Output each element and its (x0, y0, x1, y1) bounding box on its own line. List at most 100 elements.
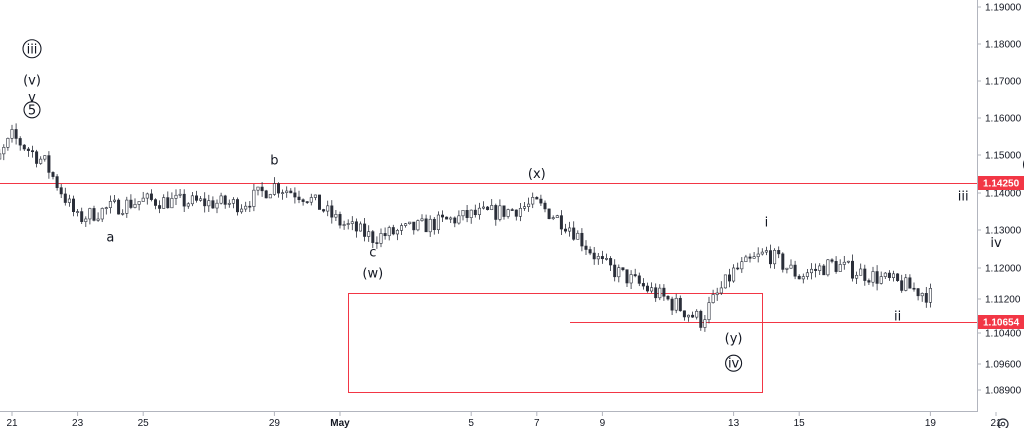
candle (371, 229, 375, 249)
wave-label: (x) (528, 167, 546, 182)
price-tick-label: 1.17000 (985, 77, 1022, 88)
candle (174, 189, 178, 205)
candle (76, 208, 80, 217)
candle (113, 195, 117, 204)
candle (117, 198, 121, 215)
candle (424, 214, 428, 233)
candle (240, 204, 244, 214)
candle (773, 248, 777, 269)
candle (6, 137, 10, 151)
candle (572, 221, 576, 241)
candle (494, 203, 498, 226)
candle (547, 208, 551, 220)
wave-label-text: iv (728, 357, 740, 372)
candle (576, 230, 580, 240)
candle (10, 124, 14, 143)
candle (346, 219, 350, 230)
candle (928, 283, 932, 308)
candle (633, 268, 637, 278)
time-tick-label: 13 (728, 418, 740, 428)
price-tick-label: 1.13000 (985, 226, 1022, 237)
candle (281, 189, 285, 200)
wave-labels: iii(v)v5abc(w)(x)i(y)iviiiiiiv(i)v(ii)(i… (22, 39, 1024, 372)
candle (756, 247, 760, 263)
candle (920, 292, 924, 302)
time-tick-label: 9 (600, 418, 606, 428)
candle (293, 187, 297, 204)
candle (268, 193, 272, 199)
candle (473, 204, 477, 218)
wave-label-text: ii (894, 309, 901, 324)
zone-box[interactable] (348, 293, 763, 393)
candle (719, 281, 723, 295)
candle (39, 156, 43, 165)
candle (276, 182, 280, 198)
candle (818, 263, 822, 275)
candle (814, 263, 818, 278)
candle (182, 189, 186, 213)
time-tick-label: 7 (534, 418, 540, 428)
candle (170, 192, 174, 209)
candle (518, 202, 522, 222)
candle (916, 288, 920, 301)
candle (666, 295, 670, 301)
time-tick-label: 23 (72, 418, 84, 428)
candle (678, 295, 682, 312)
candle (654, 283, 658, 302)
candle (822, 263, 826, 276)
candle (486, 205, 490, 211)
candle (777, 246, 781, 259)
wave-label-text: (i) (1022, 157, 1024, 172)
time-tick-label: 21 (990, 418, 1002, 428)
wave-label-text: b (270, 154, 278, 169)
rectangle-zone[interactable] (348, 293, 763, 393)
candle (855, 271, 859, 285)
wave-label-text: a (106, 230, 114, 245)
candle (924, 286, 928, 308)
candle (563, 223, 567, 234)
candle (764, 246, 768, 256)
candle (199, 195, 203, 202)
price-tag-label: 1.10654 (983, 318, 1020, 329)
candle (658, 284, 662, 301)
price-axis[interactable]: 1.19000 1.18000 1.17000 1.16000 1.15000 1.140… (977, 3, 1022, 397)
wave-label: (i) (1022, 157, 1024, 172)
candle (736, 262, 740, 271)
candle (51, 171, 55, 180)
candle (80, 207, 84, 224)
candle (699, 309, 703, 331)
candle (137, 201, 141, 211)
candle (264, 189, 268, 199)
candle (186, 202, 190, 209)
time-tick-label: 25 (138, 418, 150, 428)
candle (223, 194, 227, 209)
wave-label-text: iv (990, 236, 1002, 251)
candle (47, 151, 51, 179)
candle (338, 211, 342, 229)
candle (432, 217, 436, 235)
candle (322, 208, 326, 213)
wave-label: (v) (23, 74, 41, 89)
gear-icon[interactable] (997, 418, 1009, 428)
price-tag (978, 176, 1024, 190)
candle (797, 274, 801, 280)
candle (539, 194, 543, 206)
wave-label-text: (w) (362, 267, 383, 282)
candle (896, 273, 900, 282)
candle (367, 225, 371, 242)
price-level-lines[interactable] (0, 183, 977, 323)
candle (859, 263, 863, 276)
candle (613, 259, 617, 282)
candle (162, 194, 166, 209)
candle (781, 252, 785, 273)
candle (522, 202, 526, 211)
candle (211, 196, 215, 209)
wave-label-text: c (369, 246, 376, 261)
time-tick-label: 15 (794, 418, 806, 428)
candle (63, 187, 67, 206)
time-axis[interactable]: 21232529May57913151921232729 (6, 412, 1024, 428)
candle (695, 309, 699, 320)
candle (92, 205, 96, 222)
candle (863, 264, 867, 286)
